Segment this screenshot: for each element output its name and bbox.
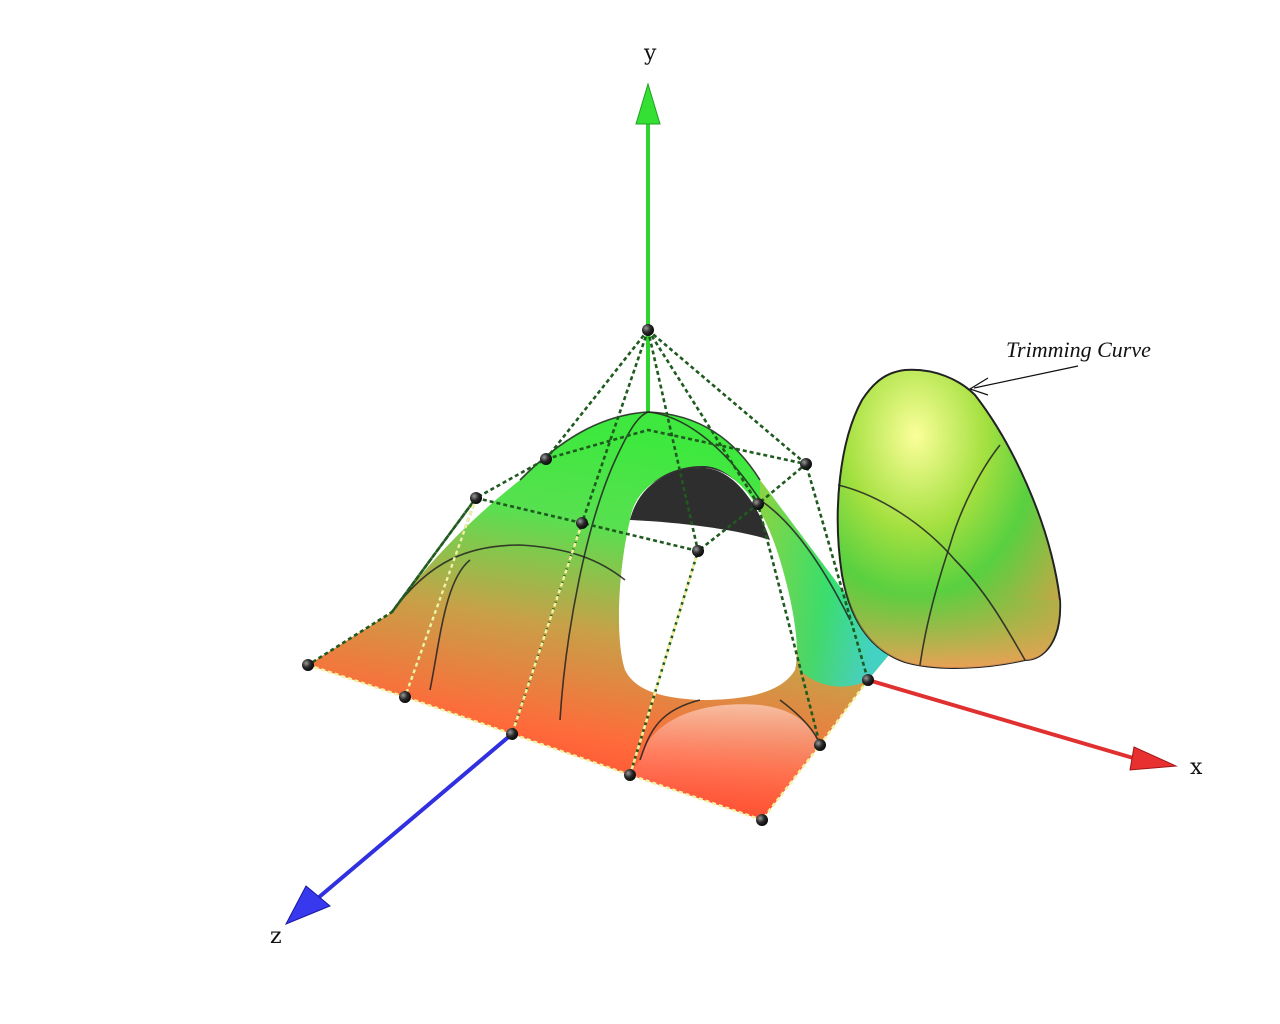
y-axis-label: y (643, 41, 657, 66)
isocurve-6 (639, 699, 701, 761)
isocurve-3 (559, 411, 649, 721)
x-axis-shaft (867, 678, 1141, 762)
z-axis-arrowhead (284, 885, 331, 925)
sphere-point (470, 492, 482, 504)
y-axis-arrowhead (635, 82, 661, 125)
annotation-leader-line (973, 365, 1079, 389)
sphere-point (399, 691, 411, 703)
control-net-edge (390, 497, 478, 613)
x-axis-label: x (1190, 755, 1203, 780)
control-net-edge-light (510, 522, 584, 735)
trimming-curve-shell (836, 368, 1062, 669)
sphere-point (506, 728, 518, 740)
sphere-point (752, 498, 764, 510)
isocurve-5 (759, 499, 851, 621)
control-net-edge (475, 463, 807, 553)
sphere-point (540, 453, 552, 465)
surface-right-flank (760, 480, 893, 687)
annotation-label: Trimming Curve (1006, 337, 1151, 362)
sphere-point (576, 517, 588, 529)
sphere-point (800, 458, 812, 470)
trimming-shell-isocurve (837, 484, 1026, 661)
sphere-point (302, 659, 314, 671)
nurbs-surface (308, 411, 893, 820)
sphere-point (756, 814, 768, 826)
axes-front (284, 678, 1178, 925)
sphere-point (642, 324, 654, 336)
x-axis-arrowhead (1129, 746, 1178, 771)
trimming-shell-isocurve (919, 444, 1001, 666)
sphere-point (862, 674, 874, 686)
surface-front-glow (630, 704, 818, 820)
sphere-point (814, 739, 826, 751)
annotation: Trimming Curve (968, 337, 1151, 396)
control-net-edge-light (403, 497, 478, 698)
z-axis-shaft (316, 732, 514, 900)
sphere-point (624, 769, 636, 781)
annotation-arrowhead (968, 377, 989, 396)
sphere-point (692, 545, 704, 557)
z-axis-label: z (270, 924, 282, 949)
trimming-shell-lower-tint (842, 575, 1060, 668)
control-points (302, 324, 874, 826)
control-net-edge (545, 428, 807, 466)
isocurve-1 (391, 544, 626, 613)
isocurve-4 (647, 411, 761, 501)
isocurve-2 (429, 559, 471, 691)
